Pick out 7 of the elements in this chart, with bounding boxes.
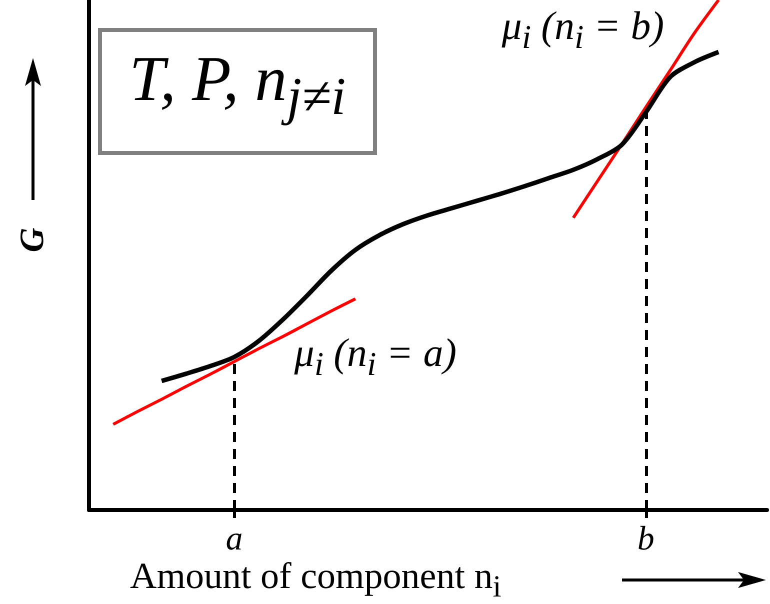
annotation: μ$_{i}$ (n$_{i}$ = b)	[502, 3, 664, 56]
x-axis-title: Amount of component n$_{i}$	[130, 556, 502, 604]
x-tick-label: a	[226, 520, 243, 558]
y-axis-title: G	[14, 228, 51, 252]
annotation: T, P, n$_{j≠i}$	[129, 43, 346, 126]
x-tick-label: b	[637, 520, 654, 558]
annotation: μ$_{i}$ (n$_{i}$ = a)	[294, 330, 457, 383]
